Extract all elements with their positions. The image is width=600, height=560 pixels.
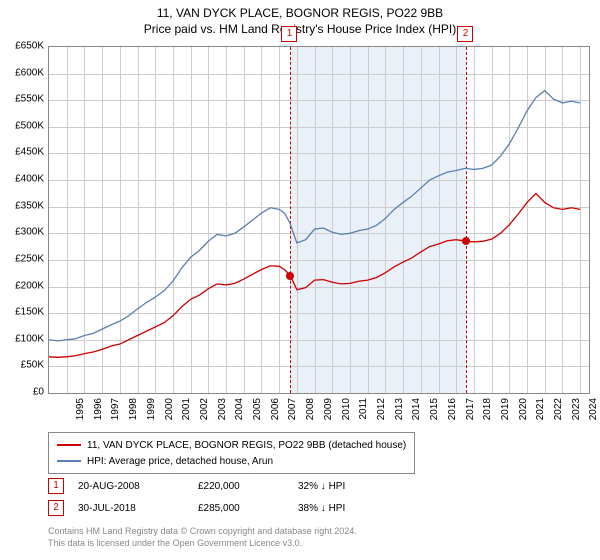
x-axis-label: 2019 [500,398,511,428]
sale-marker-1: 1 [281,26,297,42]
sale-row-marker: 1 [48,478,64,494]
x-axis-label: 2016 [447,398,458,428]
sale-price: £220,000 [198,481,298,492]
y-axis-label: £600K [8,67,44,78]
sale-delta: 32% ↓ HPI [298,481,345,492]
x-axis-label: 2002 [199,398,210,428]
x-axis-label: 2009 [323,398,334,428]
footer-line-1: Contains HM Land Registry data © Crown c… [48,526,357,538]
footer-line-2: This data is licensed under the Open Gov… [48,538,357,550]
y-axis-label: £400K [8,174,44,185]
x-axis-label: 1998 [128,398,139,428]
y-axis-label: £500K [8,120,44,131]
sale-row: 2 30-JUL-2018£285,00038% ↓ HPI [48,500,345,516]
x-axis-label: 1996 [93,398,104,428]
series-svg [49,47,589,393]
x-axis-label: 2011 [358,398,369,428]
y-axis-label: £100K [8,333,44,344]
legend-swatch [57,444,81,446]
x-axis-label: 2004 [234,398,245,428]
sale-dot-2 [462,237,470,245]
y-axis-label: £450K [8,147,44,158]
x-axis-label: 2012 [376,398,387,428]
x-axis-label: 2003 [217,398,228,428]
sale-delta: 38% ↓ HPI [298,503,345,514]
legend-label: HPI: Average price, detached house, Arun [87,456,273,467]
y-axis-label: £550K [8,94,44,105]
x-axis-label: 2017 [465,398,476,428]
x-axis-label: 2005 [252,398,263,428]
x-axis-label: 2014 [411,398,422,428]
y-axis-label: £300K [8,227,44,238]
x-axis-label: 2008 [305,398,316,428]
x-axis-label: 2022 [553,398,564,428]
sale-marker-2: 2 [457,26,473,42]
series-hpi [49,91,580,341]
legend-label: 11, VAN DYCK PLACE, BOGNOR REGIS, PO22 9… [87,440,406,451]
y-axis-label: £200K [8,280,44,291]
chart-container: { "title": "11, VAN DYCK PLACE, BOGNOR R… [0,0,600,560]
legend-item: 11, VAN DYCK PLACE, BOGNOR REGIS, PO22 9… [57,437,406,453]
x-axis-label: 2018 [482,398,493,428]
x-axis-label: 2000 [164,398,175,428]
x-axis-label: 2024 [588,398,599,428]
x-axis-label: 2006 [270,398,281,428]
x-axis-label: 1999 [146,398,157,428]
chart-subtitle: Price paid vs. HM Land Registry's House … [0,20,600,36]
series-price_paid [49,193,580,357]
x-axis-label: 1997 [110,398,121,428]
y-axis-label: £50K [8,360,44,371]
x-axis-label: 2010 [341,398,352,428]
sale-dot-1 [286,272,294,280]
sale-row: 1 20-AUG-2008£220,00032% ↓ HPI [48,478,345,494]
legend-item: HPI: Average price, detached house, Arun [57,453,406,469]
x-axis-label: 2013 [394,398,405,428]
x-axis-label: 2020 [518,398,529,428]
sale-row-marker: 2 [48,500,64,516]
x-axis-label: 2023 [571,398,582,428]
footer-attribution: Contains HM Land Registry data © Crown c… [48,526,357,549]
y-axis-label: £250K [8,253,44,264]
x-axis-label: 1995 [75,398,86,428]
legend-swatch [57,460,81,462]
x-axis-label: 2001 [181,398,192,428]
x-axis-label: 2007 [287,398,298,428]
plot-area [48,46,590,394]
sale-date: 30-JUL-2018 [78,503,198,514]
y-axis-label: £0 [8,387,44,398]
legend: 11, VAN DYCK PLACE, BOGNOR REGIS, PO22 9… [48,432,415,474]
chart-title: 11, VAN DYCK PLACE, BOGNOR REGIS, PO22 9… [0,0,600,20]
x-axis-label: 2015 [429,398,440,428]
y-axis-label: £350K [8,200,44,211]
sale-date: 20-AUG-2008 [78,481,198,492]
x-axis-label: 2021 [535,398,546,428]
y-axis-label: £650K [8,41,44,52]
y-axis-label: £150K [8,307,44,318]
sale-price: £285,000 [198,503,298,514]
